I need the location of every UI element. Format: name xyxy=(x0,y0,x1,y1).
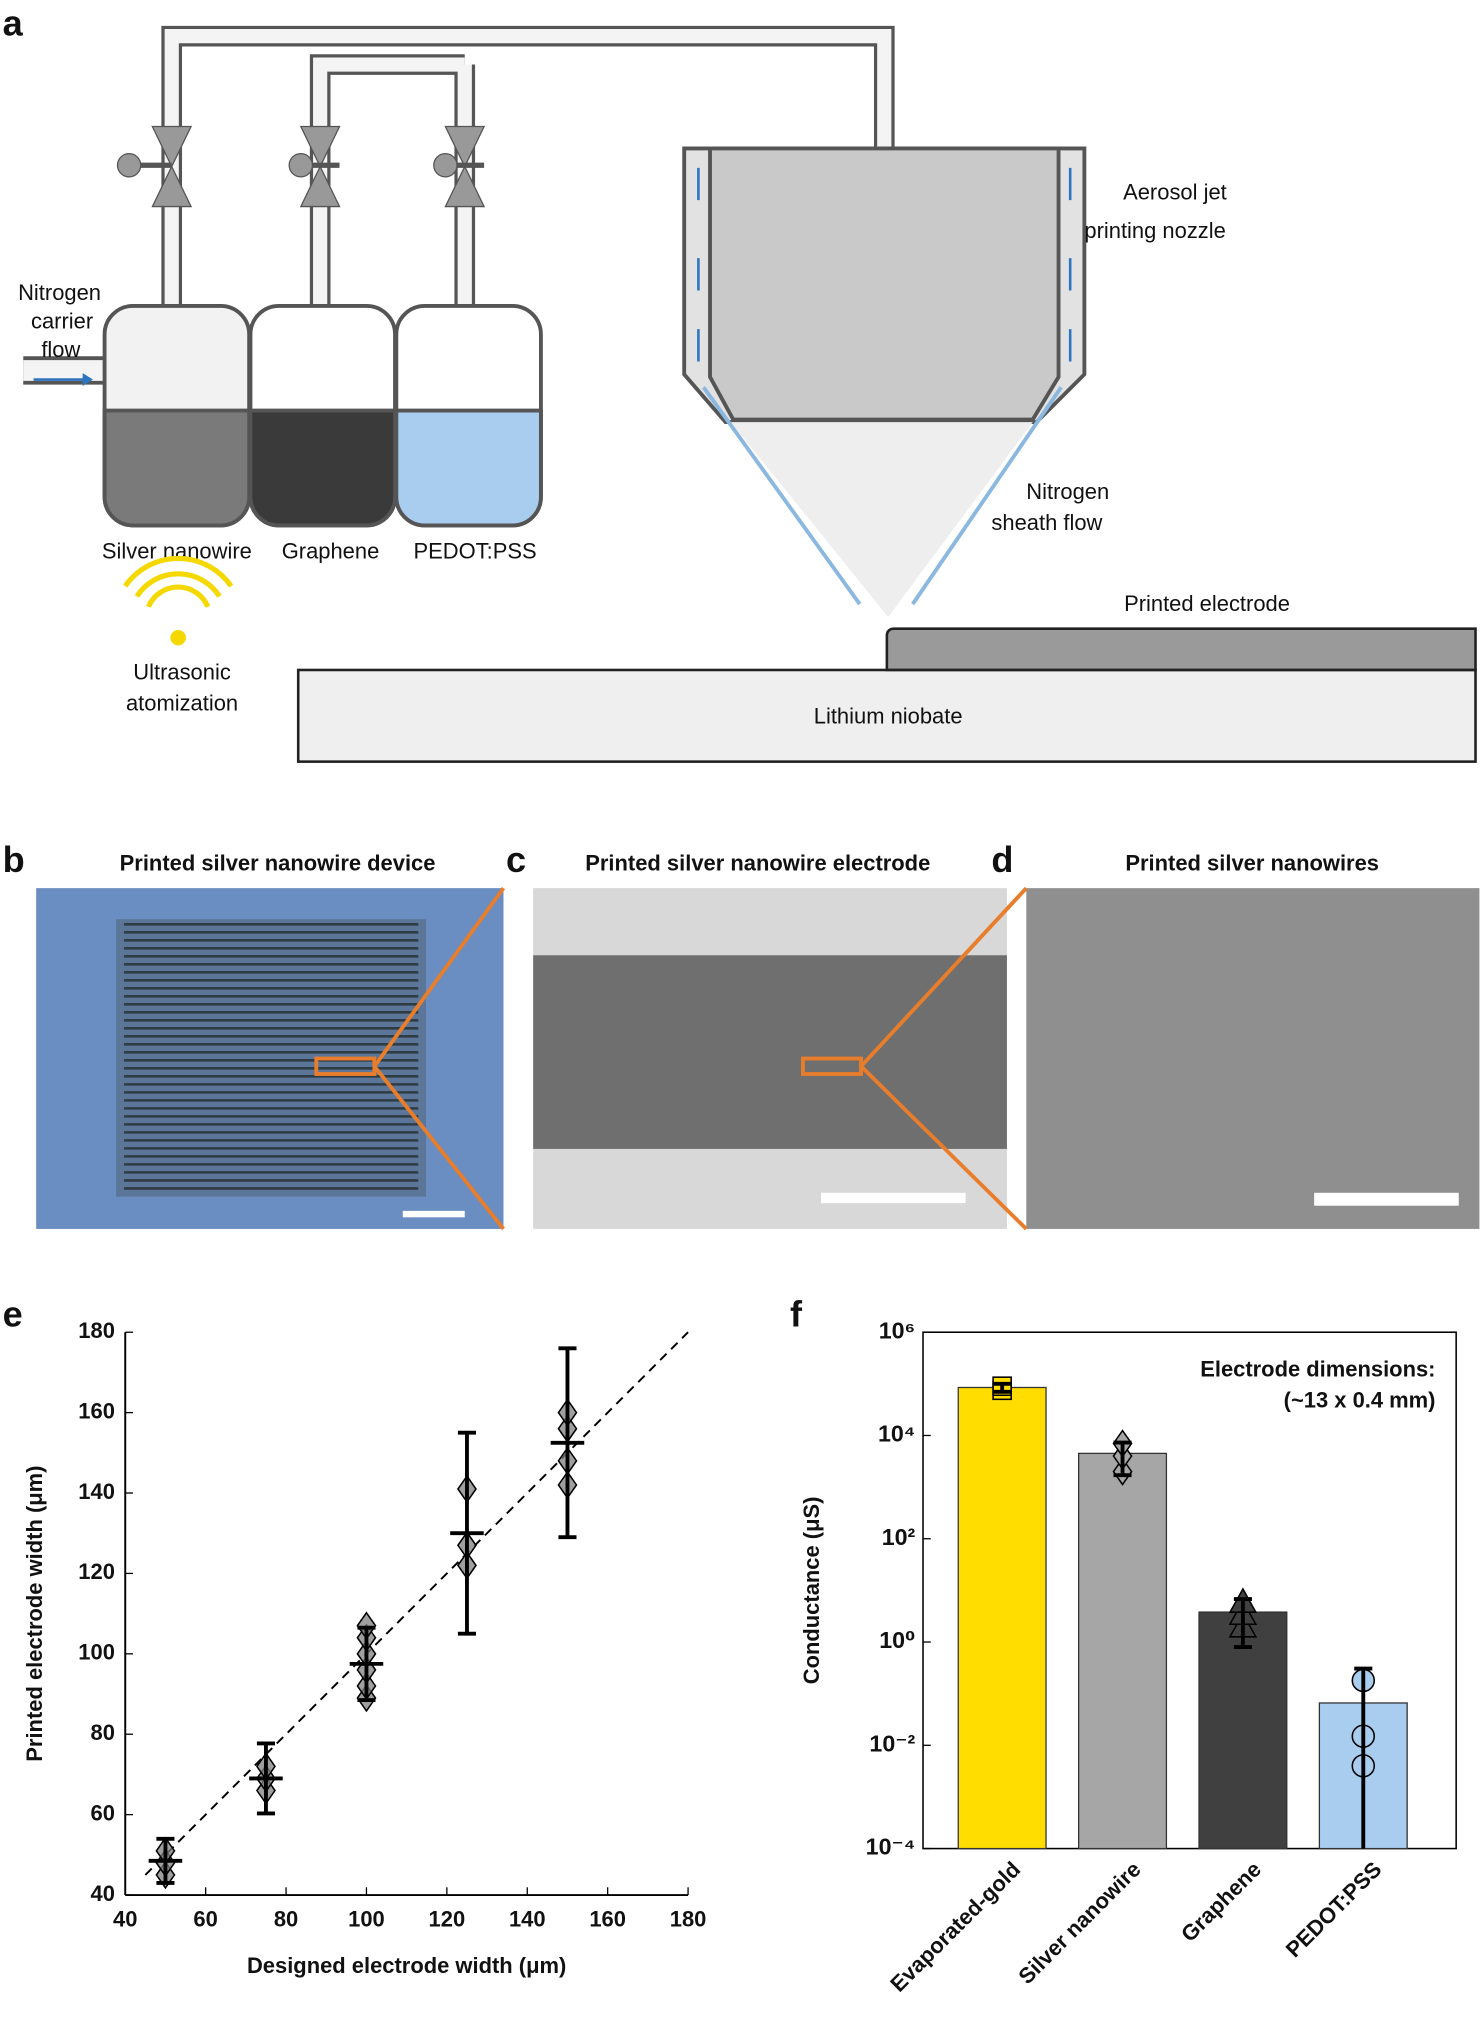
x-tick-label: 140 xyxy=(509,1907,546,1932)
y-tick-label: 40 xyxy=(91,1881,115,1906)
bar xyxy=(1077,1452,1168,1850)
x-tick-label: Silver nanowire xyxy=(1013,1857,1145,1989)
bar xyxy=(957,1386,1047,1850)
label: Graphene xyxy=(282,538,380,563)
x-tick-label: 120 xyxy=(429,1907,466,1932)
x-tick-label: 80 xyxy=(274,1907,298,1932)
y-tick-label: 10⁰ xyxy=(879,1627,915,1653)
valves xyxy=(116,125,486,208)
y-tick-label: 180 xyxy=(78,1318,115,1343)
y-tick-label: 160 xyxy=(78,1398,115,1423)
y-tick-label: 80 xyxy=(91,1720,115,1745)
y-tick-label: 10⁻² xyxy=(869,1730,915,1756)
annotation: (~13 x 0.4 mm) xyxy=(1284,1388,1436,1413)
x-tick-label: 160 xyxy=(589,1907,626,1932)
label: flow xyxy=(41,337,80,362)
label: Printed electrode xyxy=(1124,591,1290,616)
panel-label: a xyxy=(3,2,24,43)
micrograph-c xyxy=(533,888,1007,1229)
panel-label: d xyxy=(991,839,1013,880)
label: Ultrasonic xyxy=(133,660,231,685)
micrograph-title: Printed silver nanowires xyxy=(1125,851,1379,876)
reference-line xyxy=(144,1331,689,1876)
label: Nitrogen xyxy=(1026,479,1109,504)
label: sheath flow xyxy=(991,510,1102,535)
zoom-lines xyxy=(314,886,1028,1231)
label: Lithium niobate xyxy=(814,704,963,729)
error-bar xyxy=(1233,1597,1252,1649)
y-tick-label: 10⁶ xyxy=(879,1317,916,1343)
nozzle xyxy=(682,146,1087,618)
panel-label: e xyxy=(3,1293,23,1334)
panel-label: b xyxy=(3,839,25,880)
x-tick-label: 180 xyxy=(670,1907,707,1932)
y-tick-label: 120 xyxy=(78,1559,115,1584)
label: atomization xyxy=(126,691,238,716)
x-tick-label: Graphene xyxy=(1176,1857,1266,1947)
micrograph-title: Printed silver nanowire device xyxy=(120,851,436,876)
error-bar xyxy=(1354,1666,1373,1849)
annotation: Electrode dimensions: xyxy=(1200,1357,1435,1382)
electrode xyxy=(885,627,1477,672)
chart-f: 10⁻⁴ 10⁻² 10⁰ 10² 10⁴ 10⁶ Conductance (μS) Elec… xyxy=(799,1317,1457,1997)
y-tick-label: 60 xyxy=(91,1800,115,1825)
plot-box xyxy=(922,1331,1457,1850)
x-tick-label: 40 xyxy=(113,1907,137,1932)
y-axis-label: Conductance (μS) xyxy=(799,1497,824,1685)
error-bar xyxy=(1113,1440,1132,1478)
y-tick-label: 10⁴ xyxy=(878,1421,915,1447)
x-tick-label: Evaporated-gold xyxy=(885,1857,1025,1997)
micrograph-title: Printed silver nanowire electrode xyxy=(585,851,930,876)
reservoirs xyxy=(102,304,543,528)
x-tick-label: 60 xyxy=(193,1907,217,1932)
x-tick-label: 100 xyxy=(348,1907,385,1932)
y-tick-label: 10⁻⁴ xyxy=(866,1834,916,1860)
chart-e: 40 60 80 100 120 140 160 180 40 60 80 100 120 140 160 1… xyxy=(22,1318,706,1978)
bar xyxy=(1198,1611,1288,1850)
x-tick-label: PEDOT:PSS xyxy=(1281,1857,1387,1963)
micrograph-b xyxy=(36,888,504,1229)
label: Nitrogen xyxy=(18,280,101,305)
label: carrier xyxy=(31,309,93,334)
panel-label: f xyxy=(790,1293,803,1334)
y-tick-label: 10² xyxy=(882,1524,916,1550)
label: Aerosol jet xyxy=(1123,179,1227,204)
error-bar xyxy=(993,1381,1012,1394)
y-tick-label: 140 xyxy=(78,1479,115,1504)
micrograph-d xyxy=(1026,888,1480,1229)
y-axis-label: Printed electrode width (μm) xyxy=(22,1466,47,1762)
y-tick-label: 100 xyxy=(78,1640,115,1665)
label: printing nozzle xyxy=(1084,218,1225,243)
label: PEDOT:PSS xyxy=(414,538,537,563)
ultrasound-icon xyxy=(123,555,234,646)
x-axis-label: Designed electrode width (μm) xyxy=(247,1953,566,1978)
panel-label: c xyxy=(506,839,526,880)
